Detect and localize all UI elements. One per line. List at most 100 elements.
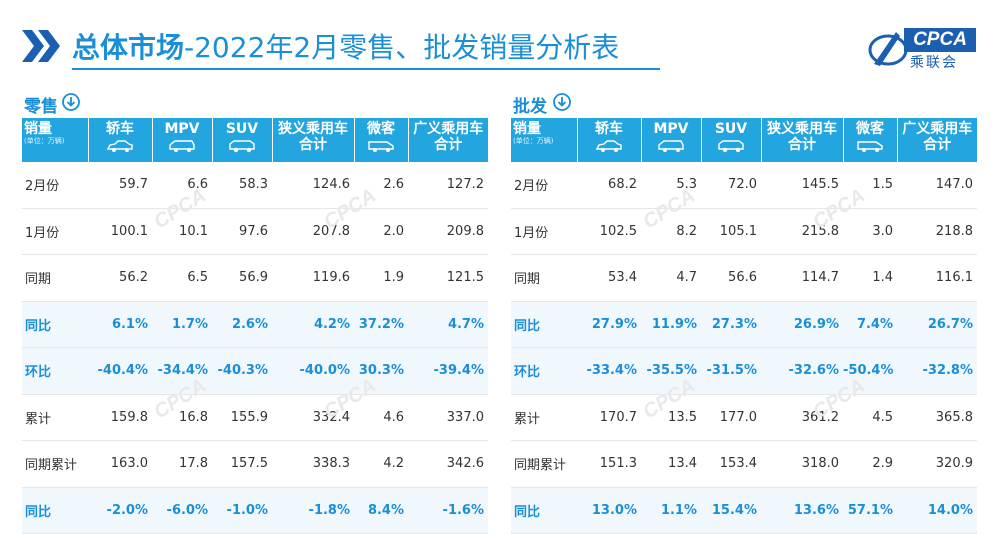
col-header-suv: SUV bbox=[212, 118, 273, 162]
table-cell: -35.5% bbox=[641, 347, 701, 395]
table-row: 同比 27.9% 11.9% 27.3% 26.9% 7.4% 26.7% bbox=[511, 301, 977, 348]
table-cell: 15.4% bbox=[701, 487, 761, 534]
table-cell: -1.6% bbox=[408, 487, 488, 534]
suv-icon bbox=[718, 140, 744, 153]
table-cell: 13.0% bbox=[577, 487, 641, 534]
row-label: 同比 bbox=[22, 487, 88, 534]
arrow-down-circle-icon bbox=[62, 93, 80, 111]
col-header-narrow-total: 狭义乘用车 合计 bbox=[272, 118, 355, 162]
table-row: 同比 -2.0% -6.0% -1.0% -1.8% 8.4% -1.6% bbox=[22, 487, 488, 534]
table-cell: 2.0 bbox=[354, 208, 408, 255]
table-cell: 147.0 bbox=[897, 162, 977, 209]
table-cell: -31.5% bbox=[701, 347, 761, 395]
table-cell: 8.4% bbox=[354, 487, 408, 534]
table-cell: 56.6 bbox=[701, 254, 761, 302]
table-cell: 6.1% bbox=[88, 301, 152, 348]
table-cell: 53.4 bbox=[577, 254, 641, 302]
table-cell: -50.4% bbox=[843, 347, 897, 395]
table-row: 同比 6.1% 1.7% 2.6% 4.2% 37.2% 4.7% bbox=[22, 301, 488, 348]
table-cell: 124.6 bbox=[272, 162, 354, 209]
table-cell: 342.6 bbox=[408, 440, 488, 488]
table-row: 同期累计 163.0 17.8 157.5 338.3 4.2 342.6 bbox=[22, 440, 488, 488]
table-cell: 361.2 bbox=[761, 394, 843, 441]
table-cell: 13.5 bbox=[641, 394, 701, 441]
table-row: 累计 170.7 13.5 177.0 361.2 4.5 365.8 bbox=[511, 394, 977, 441]
table-cell: 151.3 bbox=[577, 440, 641, 488]
wholesale-table-body: 2月份 68.2 5.3 72.0 145.5 1.5 147.0 1月份 102.5 8.2 10… bbox=[511, 162, 977, 534]
col-header-broad-total: 广义乘用车 合计 bbox=[408, 118, 488, 162]
row-label: 环比 bbox=[511, 347, 577, 395]
table-cell: 2.9 bbox=[843, 440, 897, 488]
row-label: 同期 bbox=[22, 254, 88, 302]
car-icon bbox=[106, 140, 133, 152]
table-cell: 6.5 bbox=[152, 254, 212, 302]
table-cell: 13.6% bbox=[761, 487, 843, 534]
col-header-suv: SUV bbox=[701, 118, 762, 162]
table-cell: 159.8 bbox=[88, 394, 152, 441]
table-cell: 37.2% bbox=[354, 301, 408, 348]
logo-abbr: CPCA bbox=[904, 28, 976, 52]
table-cell: 121.5 bbox=[408, 254, 488, 302]
mpv-icon bbox=[658, 140, 684, 152]
table-cell: 332.4 bbox=[272, 394, 354, 441]
row-label: 同期累计 bbox=[22, 440, 88, 488]
table-row: 累计 159.8 16.8 155.9 332.4 4.6 337.0 bbox=[22, 394, 488, 441]
wholesale-table: 销量 (单位：万辆) 轿车 MPV SUV 狭义乘用车 合计 微客 广义乘用车 合计 … bbox=[511, 118, 977, 534]
table-cell: 1.5 bbox=[843, 162, 897, 209]
table-cell: 102.5 bbox=[577, 208, 641, 255]
table-row: 2月份 59.7 6.6 58.3 124.6 2.6 127.2 bbox=[22, 162, 488, 209]
col-header-narrow-total: 狭义乘用车 合计 bbox=[761, 118, 844, 162]
van-icon bbox=[857, 141, 883, 152]
table-row: 同比 13.0% 1.1% 15.4% 13.6% 57.1% 14.0% bbox=[511, 487, 977, 534]
table-row: 同期 56.2 6.5 56.9 119.6 1.9 121.5 bbox=[22, 254, 488, 302]
table-cell: 145.5 bbox=[761, 162, 843, 209]
col-header-sedan: 轿车 bbox=[88, 118, 153, 162]
mpv-icon bbox=[169, 140, 195, 152]
row-label: 累计 bbox=[22, 394, 88, 441]
table-cell: 7.4% bbox=[843, 301, 897, 348]
table-cell: 72.0 bbox=[701, 162, 761, 209]
table-cell: 8.2 bbox=[641, 208, 701, 255]
table-cell: -6.0% bbox=[152, 487, 212, 534]
table-cell: -32.6% bbox=[761, 347, 843, 395]
table-cell: 57.1% bbox=[843, 487, 897, 534]
table-cell: 4.7% bbox=[408, 301, 488, 348]
car-icon bbox=[595, 140, 622, 152]
table-cell: 218.8 bbox=[897, 208, 977, 255]
van-icon bbox=[368, 141, 394, 152]
table-cell: 11.9% bbox=[641, 301, 701, 348]
chevron-right-double-icon bbox=[22, 30, 60, 62]
table-cell: 209.8 bbox=[408, 208, 488, 255]
table-cell: 3.0 bbox=[843, 208, 897, 255]
col-header-minivan: 微客 bbox=[843, 118, 898, 162]
logo-cn: 乘联会 bbox=[910, 55, 958, 71]
table-cell: -32.8% bbox=[897, 347, 977, 395]
suv-icon bbox=[229, 140, 255, 153]
table-cell: 215.8 bbox=[761, 208, 843, 255]
row-label: 1月份 bbox=[511, 208, 577, 255]
table-cell: 170.7 bbox=[577, 394, 641, 441]
table-cell: 4.2 bbox=[354, 440, 408, 488]
table-cell: 4.2% bbox=[272, 301, 354, 348]
row-label: 同期 bbox=[511, 254, 577, 302]
table-cell: 318.0 bbox=[761, 440, 843, 488]
table-cell: 59.7 bbox=[88, 162, 152, 209]
table-cell: 337.0 bbox=[408, 394, 488, 441]
table-cell: 365.8 bbox=[897, 394, 977, 441]
title-underline bbox=[72, 68, 660, 70]
table-cell: 27.9% bbox=[577, 301, 641, 348]
col-header-mpv: MPV bbox=[152, 118, 213, 162]
table-cell: 17.8 bbox=[152, 440, 212, 488]
table-cell: 26.9% bbox=[761, 301, 843, 348]
table-cell: 30.3% bbox=[354, 347, 408, 395]
table-cell: -34.4% bbox=[152, 347, 212, 395]
table-cell: 100.1 bbox=[88, 208, 152, 255]
table-cell: 114.7 bbox=[761, 254, 843, 302]
table-cell: 4.6 bbox=[354, 394, 408, 441]
arrow-down-circle-icon bbox=[553, 93, 571, 111]
table-cell: 56.2 bbox=[88, 254, 152, 302]
table-cell: 56.9 bbox=[212, 254, 272, 302]
table-cell: 163.0 bbox=[88, 440, 152, 488]
table-cell: 68.2 bbox=[577, 162, 641, 209]
col-header-broad-total: 广义乘用车 合计 bbox=[897, 118, 977, 162]
